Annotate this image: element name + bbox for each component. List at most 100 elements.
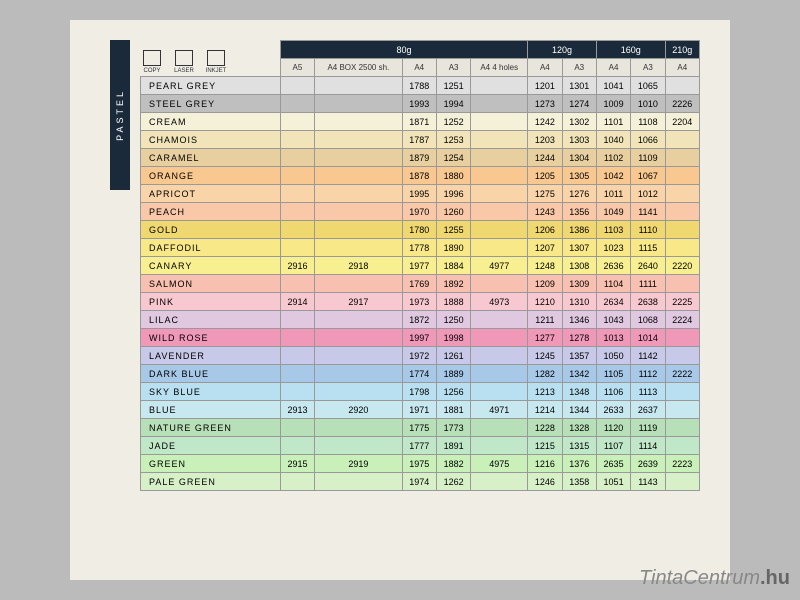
sku-cell	[280, 365, 314, 383]
sku-cell	[471, 365, 528, 383]
sku-cell: 1878	[402, 167, 436, 185]
weight-header: 160g	[596, 41, 665, 59]
sku-cell: 1274	[562, 95, 596, 113]
sku-cell: 2226	[665, 95, 699, 113]
sku-cell: 1262	[436, 473, 470, 491]
sku-cell: 1798	[402, 383, 436, 401]
size-header: A4	[596, 59, 630, 77]
sku-cell	[471, 311, 528, 329]
sku-cell	[471, 95, 528, 113]
print-type-icon: COPY	[140, 50, 164, 78]
sku-cell	[280, 239, 314, 257]
sku-cell: 1260	[436, 203, 470, 221]
sku-cell: 1251	[436, 77, 470, 95]
sku-cell: 1348	[562, 383, 596, 401]
size-header: A3	[631, 59, 665, 77]
color-name: NATURE GREEN	[141, 419, 281, 437]
sku-cell: 2635	[596, 455, 630, 473]
sku-cell	[665, 383, 699, 401]
sku-cell	[665, 77, 699, 95]
sku-cell: 1891	[436, 437, 470, 455]
sku-cell: 1880	[436, 167, 470, 185]
sku-cell	[280, 203, 314, 221]
sku-cell: 1787	[402, 131, 436, 149]
sku-cell	[315, 131, 402, 149]
sku-cell	[665, 185, 699, 203]
color-name: PEARL GREY	[141, 77, 281, 95]
sku-cell: 2920	[315, 401, 402, 419]
sku-cell	[280, 185, 314, 203]
sku-cell: 1216	[528, 455, 562, 473]
sku-cell	[665, 275, 699, 293]
table-row: CARAMEL187912541244130411021109	[141, 149, 700, 167]
sku-cell: 1108	[631, 113, 665, 131]
sku-cell	[471, 131, 528, 149]
sku-cell	[665, 131, 699, 149]
sku-cell: 1997	[402, 329, 436, 347]
color-name: CARAMEL	[141, 149, 281, 167]
sku-cell	[471, 347, 528, 365]
table-row: SKY BLUE179812561213134811061113	[141, 383, 700, 401]
sku-cell: 2633	[596, 401, 630, 419]
color-name: GREEN	[141, 455, 281, 473]
sku-cell: 1211	[528, 311, 562, 329]
sku-cell: 4973	[471, 293, 528, 311]
sku-cell: 1356	[562, 203, 596, 221]
sku-cell: 1328	[562, 419, 596, 437]
sku-cell: 1282	[528, 365, 562, 383]
sku-cell: 1102	[596, 149, 630, 167]
sku-cell	[280, 473, 314, 491]
sku-cell: 2225	[665, 293, 699, 311]
sku-cell: 4975	[471, 455, 528, 473]
sku-cell: 1141	[631, 203, 665, 221]
sku-cell: 1041	[596, 77, 630, 95]
sku-cell	[315, 347, 402, 365]
sku-cell: 1778	[402, 239, 436, 257]
sku-cell	[315, 203, 402, 221]
sku-cell	[315, 419, 402, 437]
sku-cell	[315, 77, 402, 95]
sku-cell: 2640	[631, 257, 665, 275]
sku-cell	[471, 383, 528, 401]
sku-cell: 1344	[562, 401, 596, 419]
sidebar-label: PASTEL	[115, 89, 125, 141]
table-row: ORANGE187818801205130510421067	[141, 167, 700, 185]
table-row: PALE GREEN197412621246135810511143	[141, 473, 700, 491]
color-name: BLUE	[141, 401, 281, 419]
sku-cell: 1120	[596, 419, 630, 437]
sku-cell: 1252	[436, 113, 470, 131]
sku-cell: 2222	[665, 365, 699, 383]
sku-cell: 1142	[631, 347, 665, 365]
sku-cell	[471, 185, 528, 203]
sku-cell: 1993	[402, 95, 436, 113]
sku-cell	[665, 419, 699, 437]
sku-cell: 1010	[631, 95, 665, 113]
sku-cell	[665, 149, 699, 167]
sku-cell: 1977	[402, 257, 436, 275]
sku-cell: 1307	[562, 239, 596, 257]
sku-cell: 1215	[528, 437, 562, 455]
sku-cell: 1242	[528, 113, 562, 131]
sku-cell	[665, 473, 699, 491]
sku-cell: 1104	[596, 275, 630, 293]
sku-cell: 1788	[402, 77, 436, 95]
sku-cell: 1310	[562, 293, 596, 311]
sku-cell	[665, 239, 699, 257]
sku-cell	[471, 275, 528, 293]
sku-cell	[280, 383, 314, 401]
sku-cell: 1114	[631, 437, 665, 455]
color-name: JADE	[141, 437, 281, 455]
size-header: A5	[280, 59, 314, 77]
sku-cell: 1101	[596, 113, 630, 131]
color-name: LAVENDER	[141, 347, 281, 365]
sku-cell: 1971	[402, 401, 436, 419]
sku-cell: 1014	[631, 329, 665, 347]
sku-cell	[471, 167, 528, 185]
sku-cell: 2224	[665, 311, 699, 329]
sku-cell: 1068	[631, 311, 665, 329]
print-type-icon: LASER	[172, 50, 196, 78]
sku-cell: 1245	[528, 347, 562, 365]
sku-cell: 1277	[528, 329, 562, 347]
size-header: A4 4 holes	[471, 59, 528, 77]
color-name: LILAC	[141, 311, 281, 329]
